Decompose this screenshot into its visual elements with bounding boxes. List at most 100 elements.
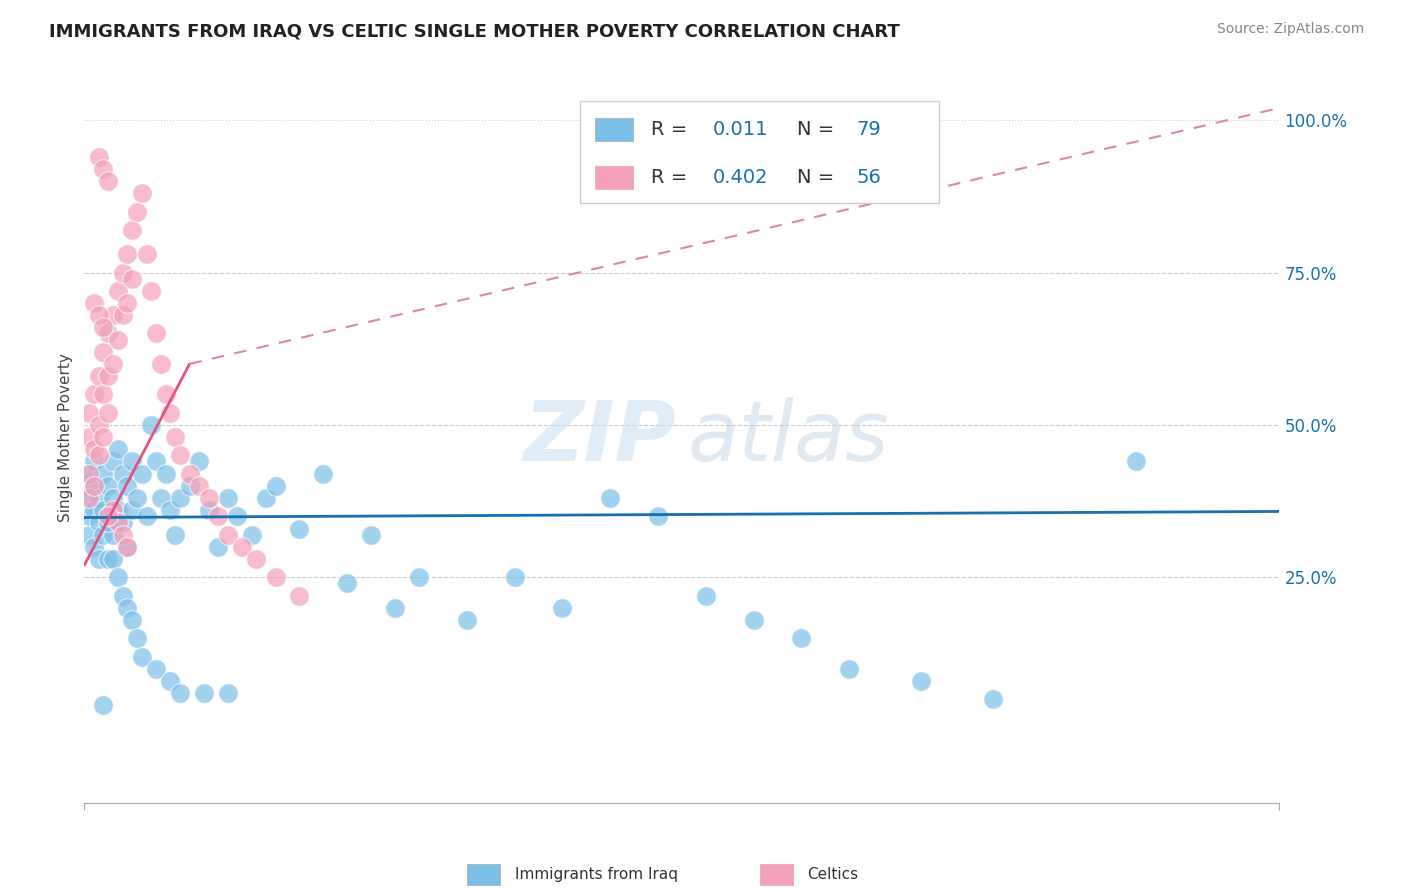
Point xyxy=(111,266,134,280)
Point xyxy=(93,320,115,334)
Text: ZIP: ZIP xyxy=(523,397,676,477)
Point xyxy=(87,448,110,462)
Point xyxy=(145,326,167,341)
Point xyxy=(87,417,110,432)
Point xyxy=(117,296,139,310)
Point xyxy=(155,467,177,481)
Point xyxy=(159,406,181,420)
Point xyxy=(93,503,115,517)
Point xyxy=(97,516,120,530)
Point xyxy=(101,503,124,517)
Point xyxy=(169,686,191,700)
Point xyxy=(288,589,311,603)
Point xyxy=(83,540,105,554)
Point xyxy=(87,516,110,530)
Point xyxy=(83,454,105,468)
Point xyxy=(107,333,129,347)
Point xyxy=(165,527,187,541)
Text: 0.402: 0.402 xyxy=(713,168,769,187)
Point xyxy=(83,503,105,517)
Y-axis label: Single Mother Poverty: Single Mother Poverty xyxy=(58,352,73,522)
Point xyxy=(101,552,124,566)
Point xyxy=(197,491,219,505)
Point xyxy=(107,442,129,457)
FancyBboxPatch shape xyxy=(595,166,633,189)
Point xyxy=(83,479,105,493)
Point xyxy=(145,662,167,676)
Text: Immigrants from Iraq: Immigrants from Iraq xyxy=(515,867,678,882)
Point xyxy=(207,540,229,554)
Point xyxy=(981,692,1004,706)
Point xyxy=(121,454,143,468)
Point xyxy=(77,406,100,420)
Point xyxy=(179,467,201,481)
Point xyxy=(503,570,526,584)
Point xyxy=(336,576,359,591)
Text: Source: ZipAtlas.com: Source: ZipAtlas.com xyxy=(1216,22,1364,37)
Point xyxy=(77,509,100,524)
Point xyxy=(742,613,765,627)
Point xyxy=(83,479,105,493)
Point xyxy=(264,479,287,493)
Point xyxy=(117,479,139,493)
Point xyxy=(155,387,177,401)
Point xyxy=(97,174,120,188)
Point xyxy=(77,527,100,541)
Point xyxy=(135,509,157,524)
Point xyxy=(111,527,134,541)
Point xyxy=(131,186,153,201)
Text: atlas: atlas xyxy=(688,397,890,477)
Point xyxy=(141,417,163,432)
Point xyxy=(77,430,100,444)
Point xyxy=(217,686,239,700)
Point xyxy=(97,552,120,566)
Point xyxy=(121,223,143,237)
Point xyxy=(125,491,148,505)
Point xyxy=(197,503,219,517)
Point xyxy=(93,387,115,401)
Point xyxy=(77,467,100,481)
Point xyxy=(107,516,129,530)
Point xyxy=(117,600,139,615)
Point xyxy=(107,284,129,298)
Point xyxy=(240,527,263,541)
Point xyxy=(910,673,932,688)
Point xyxy=(77,491,100,505)
Point xyxy=(93,161,115,176)
Point xyxy=(77,491,100,505)
Point xyxy=(193,686,215,700)
Point xyxy=(647,509,669,524)
Point xyxy=(101,308,124,322)
Text: IMMIGRANTS FROM IRAQ VS CELTIC SINGLE MOTHER POVERTY CORRELATION CHART: IMMIGRANTS FROM IRAQ VS CELTIC SINGLE MO… xyxy=(49,22,900,40)
Point xyxy=(159,673,181,688)
Point xyxy=(97,479,120,493)
Point xyxy=(93,698,115,713)
Point xyxy=(288,521,311,535)
Point xyxy=(117,247,139,261)
Text: N =: N = xyxy=(797,168,841,187)
Point xyxy=(111,467,134,481)
FancyBboxPatch shape xyxy=(467,864,501,885)
Point xyxy=(97,369,120,384)
Point xyxy=(117,540,139,554)
Text: 0.011: 0.011 xyxy=(713,120,769,139)
Point xyxy=(145,454,167,468)
Point xyxy=(131,467,153,481)
Point xyxy=(101,357,124,371)
Point xyxy=(77,467,100,481)
Point xyxy=(790,632,813,646)
Point xyxy=(149,357,172,371)
Point xyxy=(87,369,110,384)
Point xyxy=(188,454,211,468)
Point xyxy=(111,308,134,322)
Point xyxy=(125,632,148,646)
Text: 56: 56 xyxy=(856,168,882,187)
Point xyxy=(360,527,382,541)
Point xyxy=(599,491,621,505)
Point xyxy=(231,540,253,554)
Text: N =: N = xyxy=(797,120,841,139)
Point xyxy=(264,570,287,584)
Point xyxy=(83,387,105,401)
Point xyxy=(93,467,115,481)
Point xyxy=(83,442,105,457)
